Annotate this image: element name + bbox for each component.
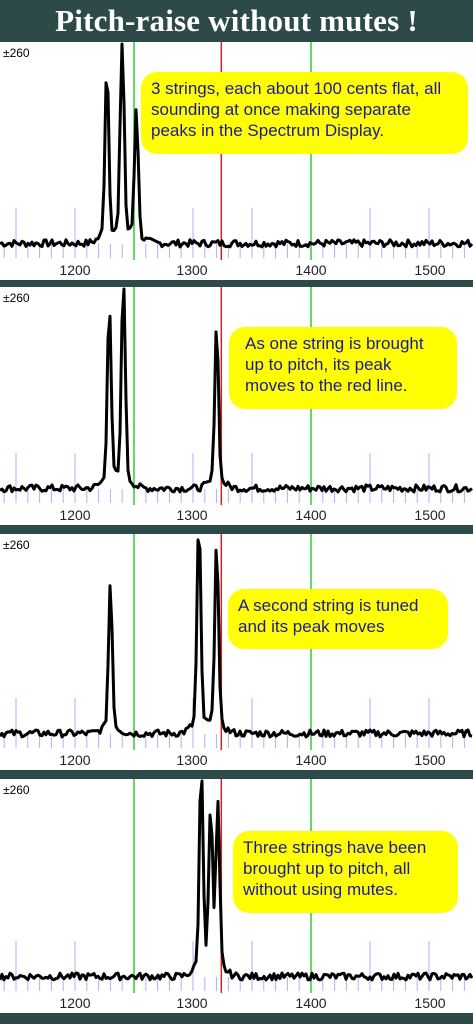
spectrum-plot-3 — [0, 534, 473, 750]
spectrum-trace — [0, 779, 473, 982]
annotation-note-2: As one string is brought up to pitch, it… — [229, 327, 457, 409]
spectrum-plot-4 — [0, 779, 473, 993]
x-tick-1400: 1400 — [295, 507, 327, 523]
x-tick-1400: 1400 — [295, 262, 327, 278]
annotation-note-4: Three strings have been brought up to pi… — [233, 831, 458, 913]
spectrum-plot-2 — [0, 287, 473, 505]
x-axis-3: 1200 1300 1400 1500 — [0, 750, 473, 770]
x-tick-1200: 1200 — [59, 752, 91, 768]
x-axis-4: 1200 1300 1400 1500 — [0, 993, 473, 1013]
x-tick-1400: 1400 — [295, 995, 327, 1011]
x-tick-1200: 1200 — [59, 262, 91, 278]
annotation-note-1: 3 strings, each about 100 cents flat, al… — [141, 72, 468, 154]
x-tick-1400: 1400 — [295, 752, 327, 768]
annotation-note-3: A second string is tuned and its peak mo… — [228, 589, 448, 649]
spectrum-panel-3: ±260 A second string is tuned and its pe… — [0, 534, 473, 750]
x-tick-1500: 1500 — [414, 752, 446, 768]
x-tick-1500: 1500 — [414, 995, 446, 1011]
spectrum-panel-1: ±260 3 strings, each about 100 cents fla… — [0, 42, 473, 260]
x-tick-1300: 1300 — [176, 752, 208, 768]
spectrum-trace — [0, 42, 473, 249]
spectrum-trace — [0, 538, 473, 739]
x-tick-1300: 1300 — [176, 507, 208, 523]
x-tick-1300: 1300 — [176, 262, 208, 278]
x-tick-1200: 1200 — [59, 507, 91, 523]
x-axis-1: 1200 1300 1400 1500 — [0, 260, 473, 280]
spectrum-panel-4: ±260 Three strings have been brought up … — [0, 779, 473, 993]
y-scale-label: ±260 — [3, 291, 30, 305]
x-tick-1500: 1500 — [414, 262, 446, 278]
y-scale-label: ±260 — [3, 538, 30, 552]
spectrum-trace — [0, 287, 473, 494]
x-axis-2: 1200 1300 1400 1500 — [0, 505, 473, 525]
y-scale-label: ±260 — [3, 783, 30, 797]
spectrum-panel-2: ±260 As one string is brought up to pitc… — [0, 287, 473, 505]
x-tick-1200: 1200 — [59, 995, 91, 1011]
x-tick-1500: 1500 — [414, 507, 446, 523]
x-tick-1300: 1300 — [176, 995, 208, 1011]
page-title: Pitch-raise without mutes ! — [55, 3, 418, 38]
y-scale-label: ±260 — [3, 46, 30, 60]
